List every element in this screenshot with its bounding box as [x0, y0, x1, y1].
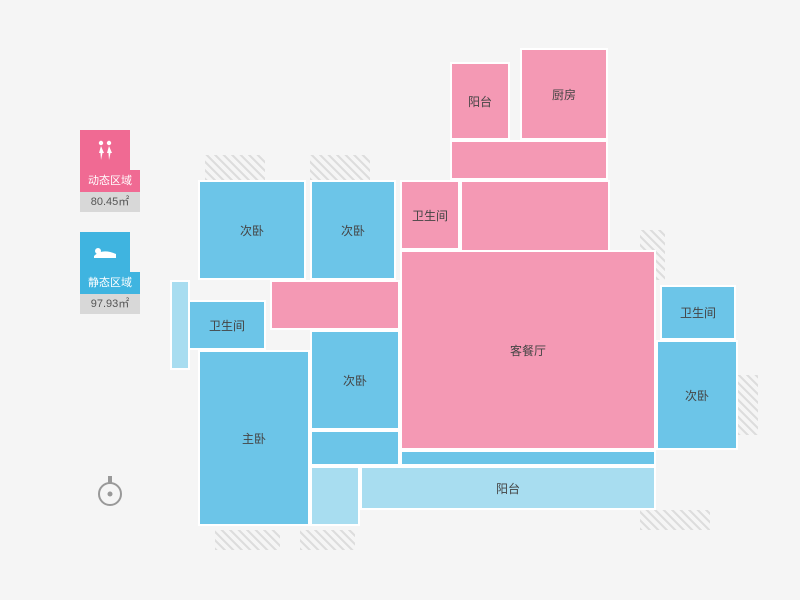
- room-living: 客餐厅: [400, 250, 656, 450]
- room-label: 阳台: [468, 93, 492, 110]
- wall-hatch: [738, 375, 758, 435]
- legend-static-label: 静态区域: [80, 272, 140, 294]
- wall-hatch: [215, 530, 280, 550]
- room-static_fill1: [310, 430, 400, 466]
- room-bath_top: 卫生间: [400, 180, 460, 250]
- wall-hatch: [310, 155, 370, 180]
- room-balc_bl: [310, 466, 360, 526]
- room-label: 卫生间: [209, 317, 245, 334]
- sleep-icon: [80, 232, 130, 272]
- compass-icon: [90, 470, 130, 510]
- people-icon: [80, 130, 130, 170]
- room-bed2_right: 次卧: [656, 340, 738, 450]
- wall-hatch: [205, 155, 265, 180]
- room-label: 次卧: [341, 222, 365, 239]
- room-label: 阳台: [496, 480, 520, 497]
- room-balcony_bot: 阳台: [360, 466, 656, 510]
- room-bath_right: 卫生间: [660, 285, 736, 340]
- room-pink_corridor: [270, 280, 400, 330]
- room-label: 卫生间: [412, 207, 448, 224]
- room-dynamic_strip: [450, 140, 608, 180]
- legend: 动态区域 80.45㎡ 静态区域 97.93㎡: [80, 130, 140, 334]
- room-bed2_left: 次卧: [198, 180, 306, 280]
- room-bed2_mid: 次卧: [310, 180, 396, 280]
- room-label: 次卧: [240, 222, 264, 239]
- wall-hatch: [300, 530, 355, 550]
- room-kitchen: 厨房: [520, 48, 608, 140]
- room-label: 客餐厅: [510, 342, 546, 359]
- legend-static: 静态区域 97.93㎡: [80, 232, 140, 314]
- room-label: 厨房: [552, 86, 576, 103]
- legend-dynamic-label: 动态区域: [80, 170, 140, 192]
- legend-static-value: 97.93㎡: [80, 294, 140, 314]
- room-label: 次卧: [343, 372, 367, 389]
- room-balcony_top: 阳台: [450, 62, 510, 140]
- room-balc_left: [170, 280, 190, 370]
- room-static_fill2: [400, 450, 656, 466]
- room-label: 次卧: [685, 387, 709, 404]
- room-bed2_center: 次卧: [310, 330, 400, 430]
- legend-dynamic: 动态区域 80.45㎡: [80, 130, 140, 212]
- room-label: 卫生间: [680, 304, 716, 321]
- room-label: 主卧: [242, 430, 266, 447]
- room-bath_left: 卫生间: [188, 300, 266, 350]
- wall-hatch: [640, 510, 710, 530]
- legend-dynamic-value: 80.45㎡: [80, 192, 140, 212]
- room-master: 主卧: [198, 350, 310, 526]
